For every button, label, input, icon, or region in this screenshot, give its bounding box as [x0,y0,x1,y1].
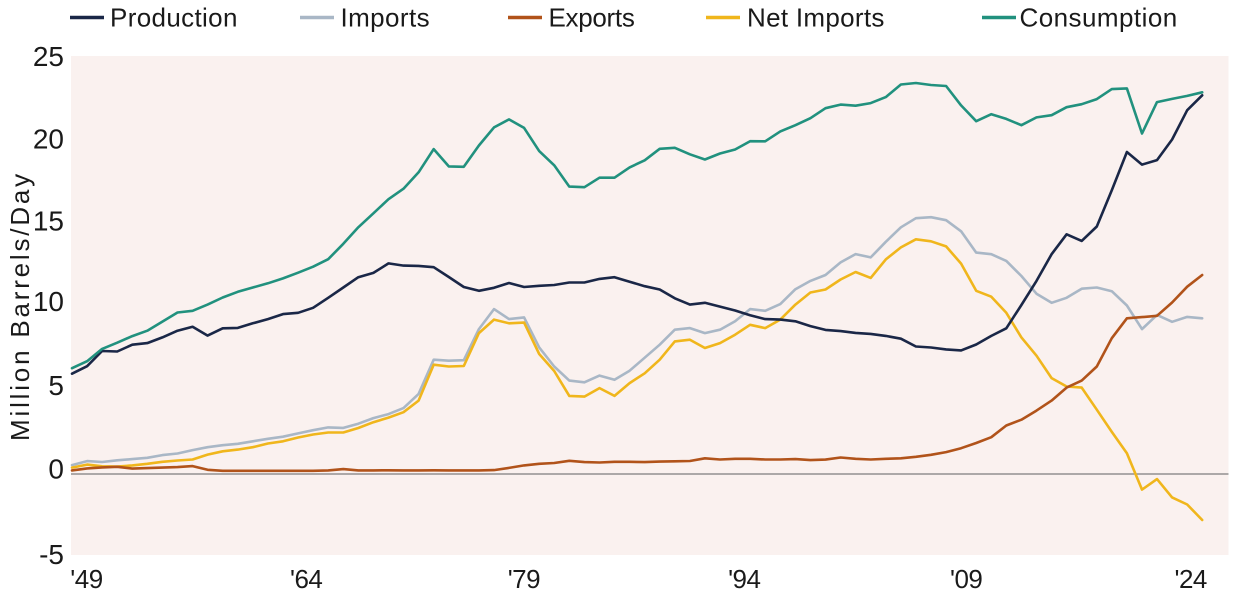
svg-text:'79: '79 [508,564,540,594]
svg-text:'09: '09 [950,564,982,594]
svg-text:5: 5 [48,370,64,401]
svg-text:20: 20 [33,124,64,155]
svg-text:25: 25 [33,41,64,72]
svg-text:-5: -5 [39,539,64,570]
svg-text:Net Imports: Net Imports [747,3,885,33]
svg-text:Imports: Imports [341,3,430,33]
svg-text:'49: '49 [70,564,102,594]
svg-text:Consumption: Consumption [1020,3,1178,33]
svg-text:15: 15 [33,206,64,237]
svg-text:10: 10 [33,286,64,317]
svg-text:Production: Production [110,3,238,33]
svg-text:'24: '24 [1175,564,1207,594]
svg-text:'94: '94 [728,564,760,594]
svg-text:0: 0 [48,454,64,485]
svg-text:Exports: Exports [549,3,635,33]
svg-text:Million Barrels/Day: Million Barrels/Day [5,171,35,441]
svg-text:'64: '64 [290,564,322,594]
